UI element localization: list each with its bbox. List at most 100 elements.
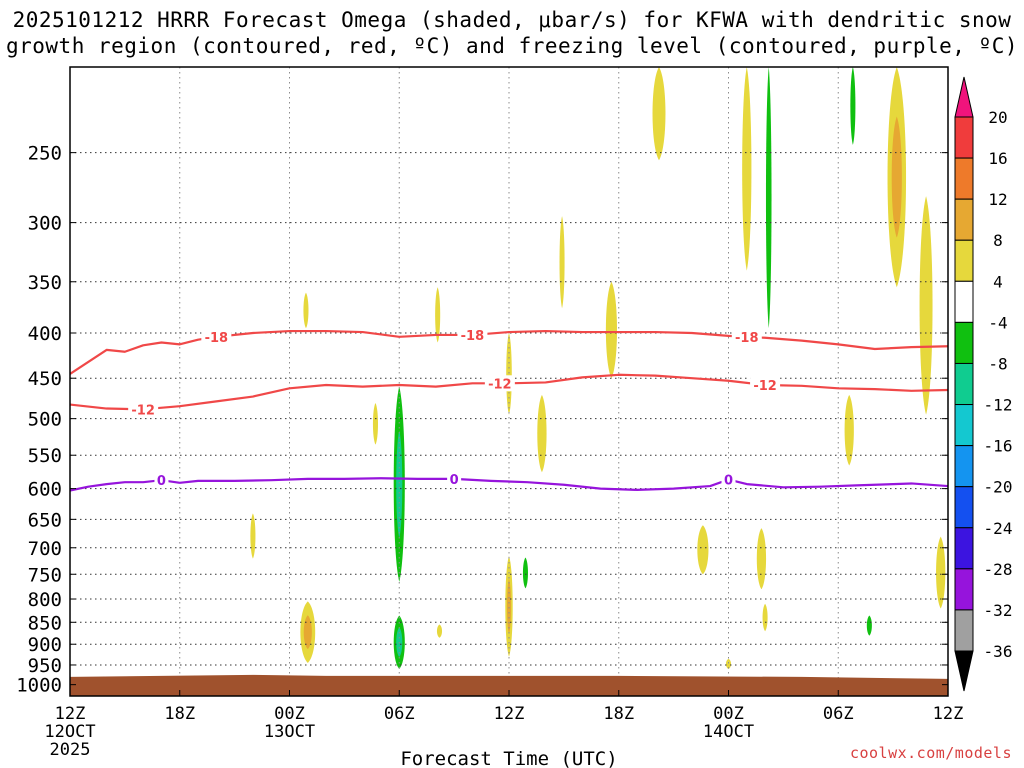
chart-title-line-2: growth region (contoured, red, ºC) and f… [5, 34, 1019, 58]
y-tick-label: 350 [28, 272, 62, 294]
x-tick-label: 12Z [55, 704, 86, 724]
contour-label-background [750, 376, 781, 393]
contour-label-background [457, 326, 488, 343]
contour-label-background [447, 470, 462, 487]
contour-label-background [484, 375, 515, 392]
omega-region-downward-24 [436, 624, 443, 638]
colorbar-top-arrow [954, 76, 974, 118]
omega-region-downward-8 [652, 67, 666, 161]
contour-label-background [128, 401, 159, 418]
contour-label-background [201, 328, 232, 345]
omega-core-downward-7 [506, 578, 512, 635]
x-axis-label: Forecast Time (UTC) [400, 748, 617, 768]
x-tick-label: 12Z [933, 704, 964, 724]
omega-region-upward-5 [866, 615, 872, 636]
omega-core-upward-0 [396, 430, 403, 538]
contour-label-background [721, 471, 736, 488]
colorbar-label: -20 [984, 478, 1013, 497]
x-tick-label: 06Z [384, 704, 415, 724]
omega-region-upward-4 [522, 557, 528, 589]
colorbar-label: -4 [988, 313, 1007, 332]
pressure-axis: 2503003504004505005506006507007508008509… [16, 143, 948, 697]
colorbar-segment [954, 404, 974, 447]
colorbar-segment [954, 198, 974, 241]
x-date-label: 13OCT [264, 722, 315, 742]
y-tick-label: 250 [28, 143, 62, 165]
colorbar-label: -8 [988, 354, 1007, 373]
omega-region-downward-12 [605, 281, 617, 379]
contour-label: 0 [450, 473, 459, 488]
contour-label: -18 [735, 331, 759, 346]
colorbar-segment [954, 445, 974, 488]
colorbar-segment [954, 362, 974, 406]
colorbar-label: -16 [984, 437, 1013, 456]
contour-label: -12 [753, 379, 777, 394]
colorbar-label: 16 [988, 149, 1007, 168]
colorbar-label: -12 [984, 396, 1013, 415]
x-tick-label: 12Z [494, 704, 525, 724]
omega-region-downward-17 [756, 528, 767, 590]
x-tick-label: 06Z [823, 704, 854, 724]
colorbar-segment [954, 486, 974, 529]
y-tick-label: 650 [28, 509, 62, 531]
omega-region-downward-26 [725, 658, 732, 669]
omega-region-downward-25 [762, 603, 768, 632]
colorbar-segment [954, 321, 974, 364]
contour-label: -12 [488, 377, 512, 392]
time-axis: 12Z 18Z 00Z 06Z 12Z 18Z 00Z 06Z 12Z12OCT202513OC… [44, 690, 963, 760]
colorbar-label: -36 [984, 642, 1013, 661]
omega-shading-layer [250, 67, 946, 669]
x-date-label: 2025 [50, 740, 91, 760]
colorbar-legend: 20 16 12 8 4 -4 -8 -12 -16 -20 -24 -28 -32 -36 [954, 76, 1013, 692]
omega-region-downward-19 [250, 513, 256, 559]
x-tick-label: 00Z [274, 704, 305, 724]
omega-core-downward-10 [891, 116, 902, 238]
colorbar-label: 8 [993, 231, 1003, 250]
omega-region-downward-22 [372, 402, 379, 445]
x-tick-label: 00Z [713, 704, 744, 724]
y-tick-label: 1000 [16, 675, 62, 697]
colorbar-segment [954, 527, 974, 570]
y-tick-label: 850 [28, 612, 62, 634]
colorbar-label: -32 [984, 601, 1013, 620]
omega-region-downward-21 [435, 287, 441, 343]
colorbar-label: -24 [984, 519, 1013, 538]
contour-label: 0 [157, 474, 166, 489]
contour-label: -18 [205, 331, 229, 346]
x-tick-label: 18Z [164, 704, 195, 724]
omega-core-downward-6 [303, 615, 312, 650]
colorbar-segment [954, 116, 974, 159]
contour-label: -18 [461, 329, 485, 344]
omega-region-downward-13 [537, 394, 547, 473]
y-tick-label: 750 [28, 564, 62, 586]
omega-region-downward-14 [506, 333, 512, 415]
y-tick-label: 900 [28, 634, 62, 656]
x-tick-label: 18Z [603, 704, 634, 724]
colorbar-segment [954, 609, 974, 652]
y-tick-label: 400 [28, 323, 62, 345]
omega-region-upward-2 [765, 67, 772, 329]
y-tick-label: 700 [28, 538, 62, 560]
omega-region-downward-23 [559, 216, 565, 309]
y-tick-label: 300 [28, 213, 62, 235]
watermark: coolwx.com/models [849, 744, 1012, 762]
y-tick-label: 550 [28, 445, 62, 467]
contour-line-0 [70, 329, 948, 375]
y-tick-label: 600 [28, 479, 62, 501]
contour-label: -12 [131, 403, 155, 418]
y-tick-label: 800 [28, 589, 62, 611]
omega-region-downward-16 [697, 525, 709, 575]
colorbar-label: 12 [988, 190, 1007, 209]
y-tick-label: 500 [28, 409, 62, 431]
omega-region-downward-11 [919, 196, 933, 415]
colorbar-segment [954, 280, 974, 323]
contour-label-background [731, 328, 762, 345]
isotherm-contours: -18 -18 -18 -12 -12 -12 0 0 0 [70, 326, 948, 492]
y-tick-label: 450 [28, 368, 62, 390]
omega-region-downward-9 [742, 67, 752, 271]
x-date-label: 12OCT [44, 722, 95, 742]
y-tick-label: 950 [28, 655, 62, 677]
colorbar-label: 20 [988, 108, 1007, 127]
colorbar-bottom-arrow [954, 650, 974, 692]
